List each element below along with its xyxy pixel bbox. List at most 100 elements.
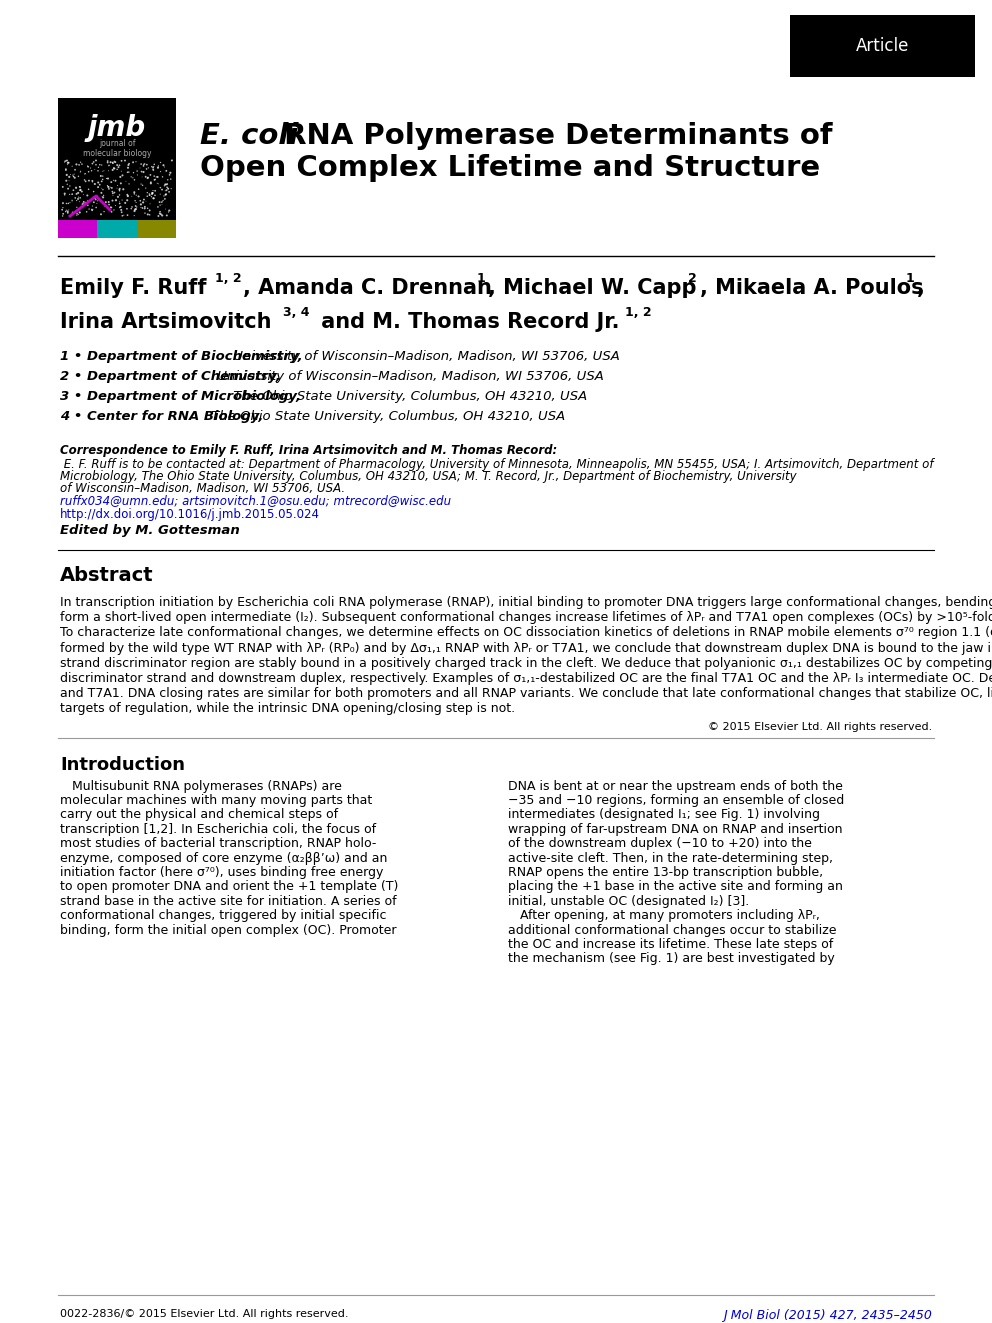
Point	[58, 160, 73, 181]
Text: conformational changes, triggered by initial specific: conformational changes, triggered by ini…	[60, 909, 387, 922]
Point	[59, 200, 74, 221]
Point	[110, 187, 126, 208]
Point	[112, 179, 128, 200]
Point	[153, 161, 169, 183]
Point	[83, 160, 99, 181]
Text: University of Wisconsin–Madison, Madison, WI 53706, USA: University of Wisconsin–Madison, Madison…	[229, 351, 620, 363]
Text: strand discriminator region are stably bound in a positively charged track in th: strand discriminator region are stably b…	[60, 656, 992, 669]
Point	[101, 155, 117, 176]
Point	[82, 157, 98, 179]
Point	[60, 153, 75, 175]
FancyBboxPatch shape	[58, 98, 176, 238]
Point	[153, 177, 169, 198]
Point	[140, 197, 156, 218]
Point	[136, 161, 152, 183]
Point	[105, 152, 121, 173]
Point	[156, 155, 172, 176]
Text: placing the +1 base in the active site and forming an: placing the +1 base in the active site a…	[508, 880, 843, 893]
Point	[121, 153, 137, 175]
Point	[92, 153, 108, 175]
Point	[61, 179, 76, 200]
Point	[119, 184, 135, 205]
Point	[64, 192, 80, 213]
Point	[101, 192, 117, 213]
Point	[147, 153, 163, 175]
Point	[126, 184, 142, 205]
Text: Correspondence to Emily F. Ruff, Irina Artsimovitch and M. Thomas Record:: Correspondence to Emily F. Ruff, Irina A…	[60, 445, 558, 456]
Point	[102, 177, 118, 198]
Point	[65, 180, 81, 201]
Point	[111, 184, 127, 205]
Point	[55, 200, 70, 221]
Point	[104, 177, 120, 198]
Point	[139, 185, 155, 206]
Point	[119, 189, 135, 210]
Point	[152, 202, 168, 224]
Text: and M. Thomas Record Jr.: and M. Thomas Record Jr.	[314, 312, 627, 332]
Point	[135, 192, 151, 213]
Text: wrapping of far-upstream DNA on RNAP and insertion: wrapping of far-upstream DNA on RNAP and…	[508, 823, 842, 836]
Point	[59, 149, 74, 171]
Point	[125, 167, 141, 188]
Point	[162, 164, 178, 185]
Text: and T7A1. DNA closing rates are similar for both promoters and all RNAP variants: and T7A1. DNA closing rates are similar …	[60, 687, 992, 700]
Point	[145, 180, 161, 201]
Point	[64, 156, 80, 177]
Point	[77, 192, 93, 213]
Point	[136, 155, 152, 176]
Point	[68, 184, 84, 205]
Point	[117, 192, 133, 213]
Point	[164, 149, 180, 171]
Point	[88, 189, 104, 210]
Point	[144, 156, 160, 177]
Point	[81, 198, 97, 220]
Point	[133, 153, 149, 175]
Point	[157, 175, 173, 196]
Point	[93, 165, 109, 187]
Point	[60, 201, 75, 222]
Text: 1: 1	[906, 273, 915, 284]
Text: © 2015 Elsevier Ltd. All rights reserved.: © 2015 Elsevier Ltd. All rights reserved…	[707, 721, 932, 732]
Point	[96, 201, 112, 222]
FancyBboxPatch shape	[97, 220, 137, 238]
Point	[146, 160, 162, 181]
Point	[140, 204, 156, 225]
Point	[59, 171, 74, 192]
Point	[98, 192, 114, 213]
Point	[58, 201, 73, 222]
Point	[95, 185, 111, 206]
Point	[152, 201, 168, 222]
Point	[56, 204, 71, 225]
Point	[69, 202, 85, 224]
Text: , Mikaela A. Poulos: , Mikaela A. Poulos	[700, 278, 924, 298]
Point	[95, 160, 111, 181]
FancyBboxPatch shape	[790, 15, 975, 77]
Text: Emily F. Ruff: Emily F. Ruff	[60, 278, 206, 298]
Point	[140, 168, 156, 189]
Point	[157, 188, 173, 209]
Point	[100, 160, 116, 181]
Point	[147, 180, 163, 201]
Point	[111, 155, 127, 176]
Point	[106, 183, 122, 204]
Point	[137, 202, 153, 224]
Point	[80, 194, 96, 216]
Point	[158, 173, 174, 194]
Point	[94, 171, 110, 192]
Text: Edited by M. Gottesman: Edited by M. Gottesman	[60, 524, 240, 537]
Point	[133, 194, 149, 216]
Point	[94, 169, 110, 191]
Text: ,: ,	[917, 278, 925, 298]
Point	[145, 157, 161, 179]
Point	[64, 184, 80, 205]
Text: targets of regulation, while the intrinsic DNA opening/closing step is not.: targets of regulation, while the intrins…	[60, 703, 515, 716]
Point	[68, 197, 84, 218]
Point	[89, 187, 105, 208]
Point	[152, 194, 168, 216]
Point	[70, 188, 86, 209]
Point	[106, 157, 122, 179]
Text: initiation factor (here σ⁷⁰), uses binding free energy: initiation factor (here σ⁷⁰), uses bindi…	[60, 867, 383, 878]
Text: active-site cleft. Then, in the rate-determining step,: active-site cleft. Then, in the rate-det…	[508, 852, 833, 865]
Point	[71, 155, 87, 176]
Point	[106, 157, 122, 179]
